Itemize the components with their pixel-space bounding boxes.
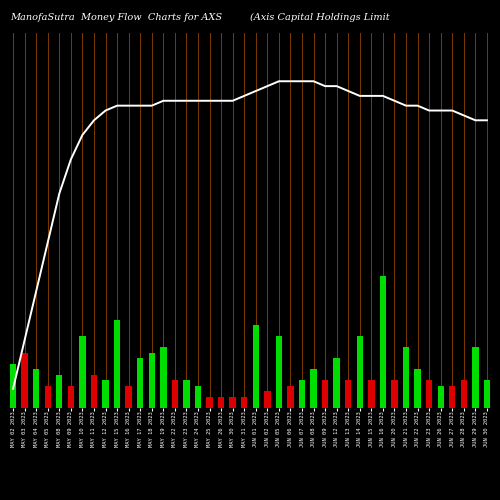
Bar: [299, 380, 305, 407]
Bar: [126, 386, 132, 407]
Bar: [403, 348, 409, 408]
Bar: [184, 380, 190, 407]
Bar: [414, 369, 420, 408]
Bar: [68, 386, 74, 407]
Bar: [449, 386, 456, 407]
Bar: [368, 380, 374, 407]
Bar: [22, 353, 28, 408]
Bar: [91, 374, 97, 408]
Bar: [137, 358, 143, 408]
Text: (Axis Capital Holdings Limit: (Axis Capital Holdings Limit: [250, 12, 390, 22]
Bar: [218, 396, 224, 407]
Bar: [264, 391, 270, 407]
Bar: [345, 380, 352, 407]
Bar: [114, 320, 120, 408]
Bar: [472, 348, 478, 408]
Bar: [438, 386, 444, 407]
Bar: [288, 386, 294, 407]
Bar: [148, 353, 155, 408]
Bar: [33, 369, 40, 408]
Bar: [172, 380, 178, 407]
Bar: [252, 326, 259, 407]
Bar: [241, 396, 248, 407]
Bar: [195, 386, 201, 407]
Bar: [356, 336, 363, 407]
Bar: [102, 380, 108, 407]
Text: ManofaSutra  Money Flow  Charts for AXS: ManofaSutra Money Flow Charts for AXS: [10, 12, 222, 22]
Bar: [44, 386, 51, 407]
Bar: [322, 380, 328, 407]
Bar: [10, 364, 16, 408]
Bar: [380, 276, 386, 407]
Bar: [310, 369, 316, 408]
Bar: [484, 380, 490, 407]
Bar: [80, 336, 86, 407]
Bar: [276, 336, 282, 407]
Bar: [334, 358, 340, 408]
Bar: [230, 396, 236, 407]
Bar: [426, 380, 432, 407]
Bar: [206, 396, 212, 407]
Bar: [392, 380, 398, 407]
Bar: [460, 380, 467, 407]
Bar: [160, 348, 166, 408]
Bar: [56, 374, 62, 408]
